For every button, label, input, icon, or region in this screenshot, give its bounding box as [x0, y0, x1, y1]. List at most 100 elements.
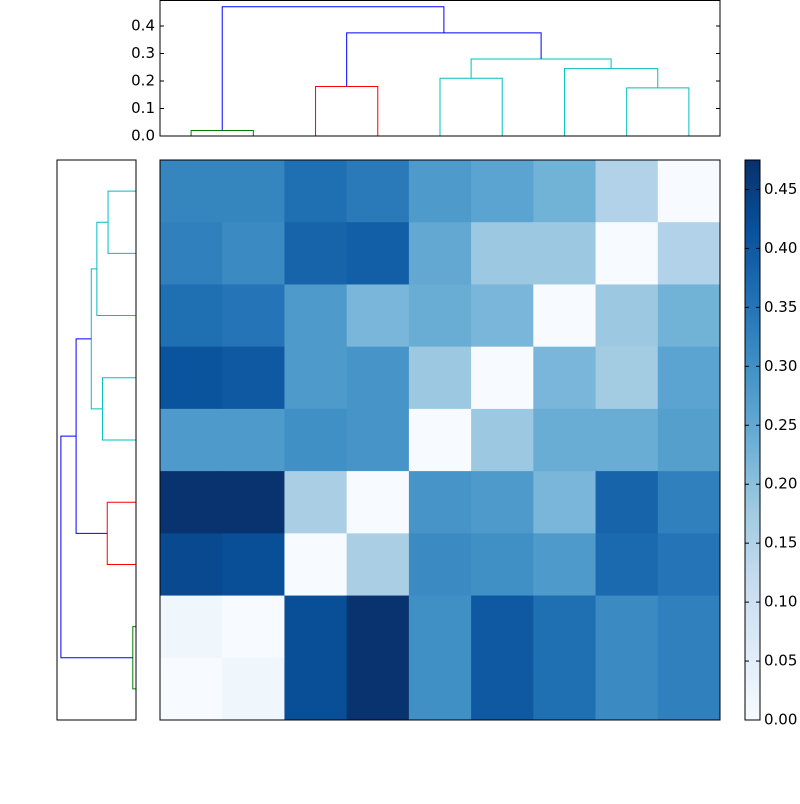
heatmap-cell — [657, 408, 721, 472]
heatmap-cell — [284, 657, 348, 721]
y-tick-label: 0.3 — [131, 44, 155, 62]
heatmap-cell — [595, 408, 659, 472]
heatmap-cell — [657, 346, 721, 410]
dendrogram-link — [626, 87, 690, 136]
heatmap-cell — [222, 657, 285, 721]
colorbar-tick-label: 0.30 — [764, 357, 797, 375]
heatmap-cell — [471, 284, 534, 348]
heatmap-cell — [657, 471, 721, 534]
heatmap-cell — [222, 346, 285, 410]
colorbar-tick-label: 0.00 — [764, 711, 797, 729]
colorbar-tick-label: 0.25 — [764, 416, 797, 434]
heatmap-cell — [533, 222, 597, 285]
heatmap-cell — [284, 160, 348, 223]
heatmap-cell — [160, 222, 223, 285]
heatmap-cell — [346, 408, 410, 472]
heatmap-cell — [471, 160, 534, 223]
dendrogram-link — [107, 190, 136, 254]
heatmap-cell — [284, 222, 348, 285]
colorbar-frame — [744, 159, 761, 721]
heatmap-cell — [222, 595, 285, 659]
heatmap-cell — [408, 284, 472, 348]
heatmap-cell — [657, 284, 721, 348]
heatmap-cell — [471, 222, 534, 285]
colorbar-tick-label: 0.35 — [764, 298, 797, 316]
heatmap-cell — [471, 657, 534, 721]
heatmap-cell — [471, 533, 534, 597]
colorbar-tick-label: 0.10 — [764, 593, 797, 611]
heatmap-cell — [284, 471, 348, 534]
heatmap-cell — [471, 408, 534, 472]
heatmap-frame — [159, 159, 721, 721]
heatmap-cell — [284, 595, 348, 659]
heatmap-cell — [595, 657, 659, 721]
heatmap-cell — [657, 595, 721, 659]
heatmap-cell — [222, 222, 285, 285]
heatmap-cell — [160, 408, 223, 472]
y-tick-label: 0.0 — [131, 127, 155, 145]
heatmap-cell — [657, 160, 721, 223]
dendrogram-link — [315, 85, 379, 136]
heatmap-cell — [346, 346, 410, 410]
colorbar-tick-label: 0.45 — [764, 180, 797, 198]
heatmap-cell — [595, 346, 659, 410]
top-dendrogram-frame — [159, 0, 721, 137]
dendrogram-link — [563, 68, 659, 136]
y-tick-label: 0.2 — [131, 71, 155, 89]
heatmap-cell — [471, 595, 534, 659]
dendrogram-link — [190, 129, 254, 136]
heatmap-cell — [595, 284, 659, 348]
colorbar — [745, 160, 760, 720]
heatmap-cell — [160, 160, 223, 223]
heatmap-cell — [533, 346, 597, 410]
dendrogram-link — [96, 221, 136, 317]
heatmap-cell — [160, 657, 223, 721]
heatmap-cell — [533, 595, 597, 659]
heatmap-cell — [408, 471, 472, 534]
heatmap-cell — [284, 284, 348, 348]
heatmap-cell — [408, 533, 472, 597]
heatmap-cell — [222, 160, 285, 223]
heatmap-cell — [408, 657, 472, 721]
y-tick-label: 0.1 — [131, 99, 155, 117]
heatmap-cell — [222, 408, 285, 472]
heatmap-cell — [657, 657, 721, 721]
heatmap-cell — [284, 533, 348, 597]
heatmap-cell — [222, 284, 285, 348]
heatmap-cell — [595, 471, 659, 534]
colorbar-tick-label: 0.20 — [764, 475, 797, 493]
colorbar-tick-label: 0.15 — [764, 534, 797, 552]
heatmap-cell — [222, 471, 285, 534]
heatmap-cell — [595, 595, 659, 659]
dendrogram-link — [60, 435, 133, 659]
heatmap-cell — [408, 595, 472, 659]
colorbar-tick-label: 0.05 — [764, 652, 797, 670]
heatmap-cell — [346, 222, 410, 285]
heatmap-cell — [346, 471, 410, 534]
heatmap-cell — [160, 284, 223, 348]
dendrogram-link — [439, 77, 503, 136]
heatmap-cell — [222, 533, 285, 597]
heatmap-cell — [657, 222, 721, 285]
heatmap-cell — [284, 346, 348, 410]
heatmap-cell — [533, 657, 597, 721]
heatmap-cell — [346, 595, 410, 659]
dendrogram-link — [106, 501, 136, 565]
heatmap-cell — [160, 533, 223, 597]
heatmap-cell — [160, 595, 223, 659]
heatmap-cell — [346, 284, 410, 348]
heatmap-cell — [533, 284, 597, 348]
heatmap-cell — [346, 533, 410, 597]
heatmap-cell — [346, 657, 410, 721]
heatmap-cell — [160, 471, 223, 534]
heatmap-cell — [595, 533, 659, 597]
dendrogram-link — [132, 626, 136, 690]
heatmap-cell — [533, 471, 597, 534]
heatmap-cell — [533, 160, 597, 223]
heatmap-cell — [408, 222, 472, 285]
heatmap-cell — [408, 160, 472, 223]
heatmap-cell — [471, 471, 534, 534]
colorbar-tick-label: 0.40 — [764, 239, 797, 257]
heatmap-cell — [533, 408, 597, 472]
